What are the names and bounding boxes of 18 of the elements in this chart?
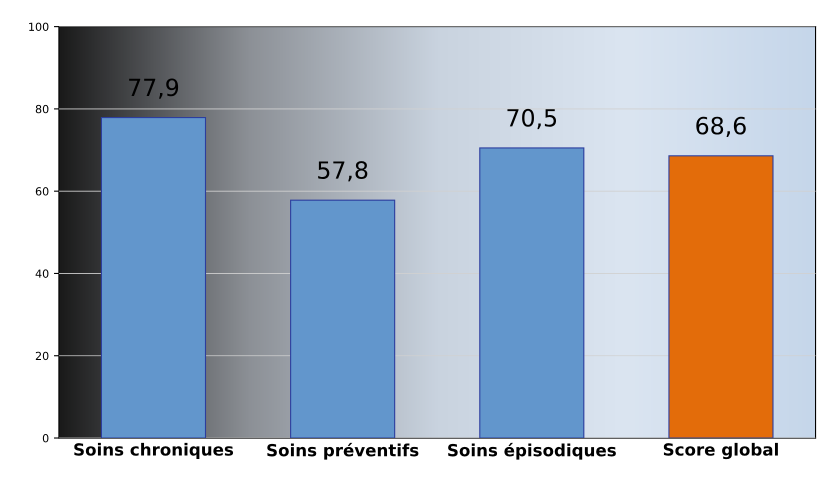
y-tick-label: 100 xyxy=(29,22,48,31)
x-tick-label: Score global xyxy=(664,442,778,460)
bar xyxy=(668,155,774,438)
y-tick-label: 0 xyxy=(42,434,48,442)
y-tick-label: 20 xyxy=(36,352,48,360)
bar xyxy=(290,200,396,438)
x-tick-label: Soins chroniques xyxy=(74,442,234,460)
bar xyxy=(100,116,206,438)
x-tick-label: Soins préventifs xyxy=(267,442,418,460)
bar xyxy=(479,147,584,438)
data-label: 68,6 xyxy=(696,116,746,137)
data-label: 70,5 xyxy=(507,108,556,130)
data-label: 57,8 xyxy=(318,161,368,182)
y-tick-label: 80 xyxy=(36,104,48,114)
x-tick-label: Soins épisodiques xyxy=(448,442,616,460)
y-tick-label: 40 xyxy=(36,269,48,278)
data-label: 77,9 xyxy=(129,78,178,99)
y-tick-label: 60 xyxy=(36,187,48,196)
